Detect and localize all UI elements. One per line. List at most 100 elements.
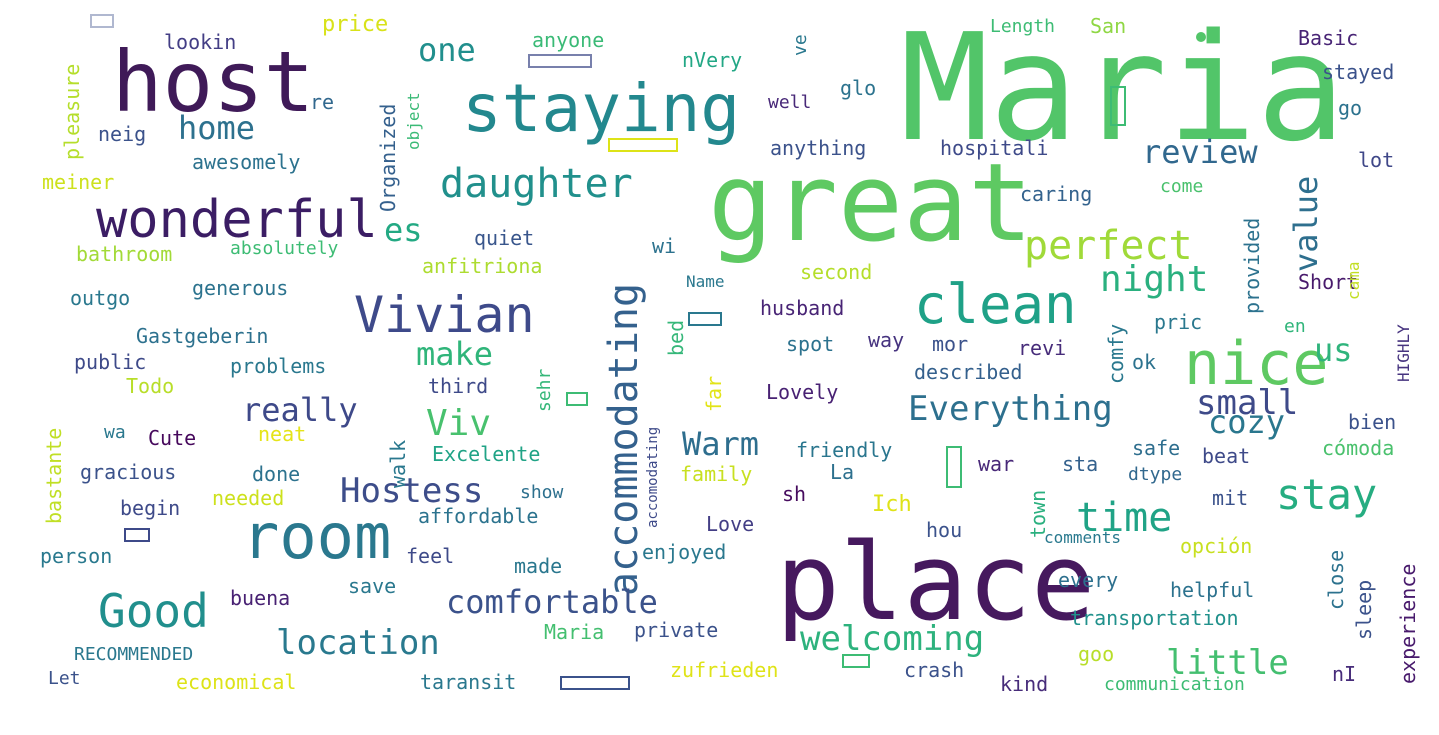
word-every: every	[1058, 568, 1119, 592]
word-done: done	[252, 462, 301, 486]
word-outgo: outgo	[70, 286, 131, 310]
word-well: well	[768, 92, 812, 113]
word-little: little	[1166, 643, 1289, 683]
word-perfect: perfect	[1024, 223, 1193, 269]
word-economical: economical	[176, 670, 297, 694]
word-let: Let	[48, 668, 81, 689]
word-home: home	[178, 109, 256, 147]
word-glo: glo	[840, 76, 877, 100]
word-length: Length	[990, 16, 1056, 37]
word-gracious: gracious	[80, 460, 177, 484]
word-comoda: cómoda	[1322, 436, 1395, 460]
word-host: host	[112, 33, 315, 131]
word-review: review	[1142, 133, 1258, 171]
word-love: Love	[706, 512, 755, 536]
word-communication: communication	[1104, 674, 1245, 695]
word-object: object	[404, 92, 423, 150]
word-awesomely: awesomely	[192, 150, 301, 174]
word-show: show	[520, 482, 564, 503]
dot	[1196, 32, 1206, 42]
word-organized: Organized	[376, 103, 400, 212]
word-short: Short	[1298, 270, 1359, 294]
word-anyone: anyone	[532, 28, 605, 52]
word-enjoyed: enjoyed	[642, 540, 727, 564]
word-todo: Todo	[126, 374, 175, 398]
glyph-box-3	[608, 138, 678, 152]
word-family: family	[680, 462, 753, 486]
word-ni: nI	[1332, 662, 1357, 686]
word-vivian: Vivian	[354, 286, 535, 344]
word-warm: Warm	[682, 425, 760, 463]
word-mor: mor	[932, 332, 969, 356]
word-needed: needed	[212, 486, 285, 510]
word-maria-small: Maria	[544, 620, 605, 644]
word-ve: ve	[790, 34, 811, 56]
word-far: far	[702, 375, 726, 412]
word-good: Good	[98, 584, 209, 638]
word-basic: Basic	[1298, 26, 1359, 50]
word-problems: problems	[230, 354, 327, 378]
word-meiner: meiner	[42, 170, 115, 194]
word-experience: experience	[1396, 563, 1420, 684]
word-absolutely: absolutely	[230, 238, 339, 259]
word-accomodating: accomodating	[645, 426, 661, 528]
word-place: place	[776, 521, 1096, 644]
word-husband: husband	[760, 296, 845, 320]
glyph-box-6	[566, 392, 588, 406]
word-value: value	[1287, 175, 1325, 272]
word-ich: Ich	[872, 492, 912, 517]
word-come: come	[1160, 176, 1204, 197]
word-close: close	[1324, 549, 1348, 610]
word-revi: revi	[1018, 336, 1067, 360]
word-hospitali: hospitali	[940, 136, 1049, 160]
word-quiet: quiet	[474, 226, 535, 250]
word-ok: ok	[1132, 350, 1157, 374]
word-really: really	[242, 391, 358, 429]
word-hostess: Hostess	[340, 471, 484, 511]
word-helpful: helpful	[1170, 578, 1255, 602]
word-night: night	[1100, 259, 1209, 300]
word-maria: Maria	[900, 2, 1346, 174]
word-wi: wi	[652, 234, 677, 258]
word-es: es	[384, 211, 423, 249]
word-generous: generous	[192, 276, 289, 300]
word-comments: comments	[1044, 528, 1122, 547]
word-made: made	[514, 554, 563, 578]
word-gastgeberin: Gastgeberin	[136, 324, 269, 348]
word-feel: feel	[406, 544, 455, 568]
glyph-box-8	[124, 528, 150, 542]
word-lot: lot	[1358, 148, 1395, 172]
word-opcion: opción	[1180, 534, 1253, 558]
word-begin: begin	[120, 496, 181, 520]
word-highly: HIGHLY	[1394, 324, 1413, 382]
word-clean: clean	[914, 273, 1077, 336]
word-one: one	[418, 31, 476, 69]
word-way: way	[868, 328, 905, 352]
word-provided: provided	[1240, 217, 1264, 314]
word-neat: neat	[258, 422, 307, 446]
word-san: San	[1090, 14, 1127, 38]
word-private: private	[634, 618, 719, 642]
word-affordable: affordable	[418, 504, 539, 528]
word-mit: mit	[1212, 486, 1249, 510]
word-third: third	[428, 374, 489, 398]
word-make: make	[416, 335, 494, 373]
word-dtype: dtype	[1128, 464, 1183, 485]
word-described: described	[914, 360, 1023, 384]
word-walk: walk	[386, 439, 410, 488]
word-welcoming: welcoming	[800, 619, 985, 659]
word-re: re	[310, 90, 335, 114]
word-lovely: Lovely	[766, 380, 839, 404]
word-la: La	[830, 460, 855, 484]
word-daughter: daughter	[440, 161, 633, 207]
word-wonderful: wonderful	[96, 190, 378, 250]
word-cozy: cozy	[1208, 403, 1286, 441]
word-bed: bed	[664, 319, 688, 356]
word-comfy: comfy	[1104, 323, 1128, 384]
word-public: public	[74, 350, 147, 374]
word-price: price	[322, 12, 389, 37]
word-cama: cama	[1344, 261, 1363, 300]
word-spot: spot	[786, 332, 835, 356]
word-anfitriona: anfitriona	[422, 254, 543, 278]
